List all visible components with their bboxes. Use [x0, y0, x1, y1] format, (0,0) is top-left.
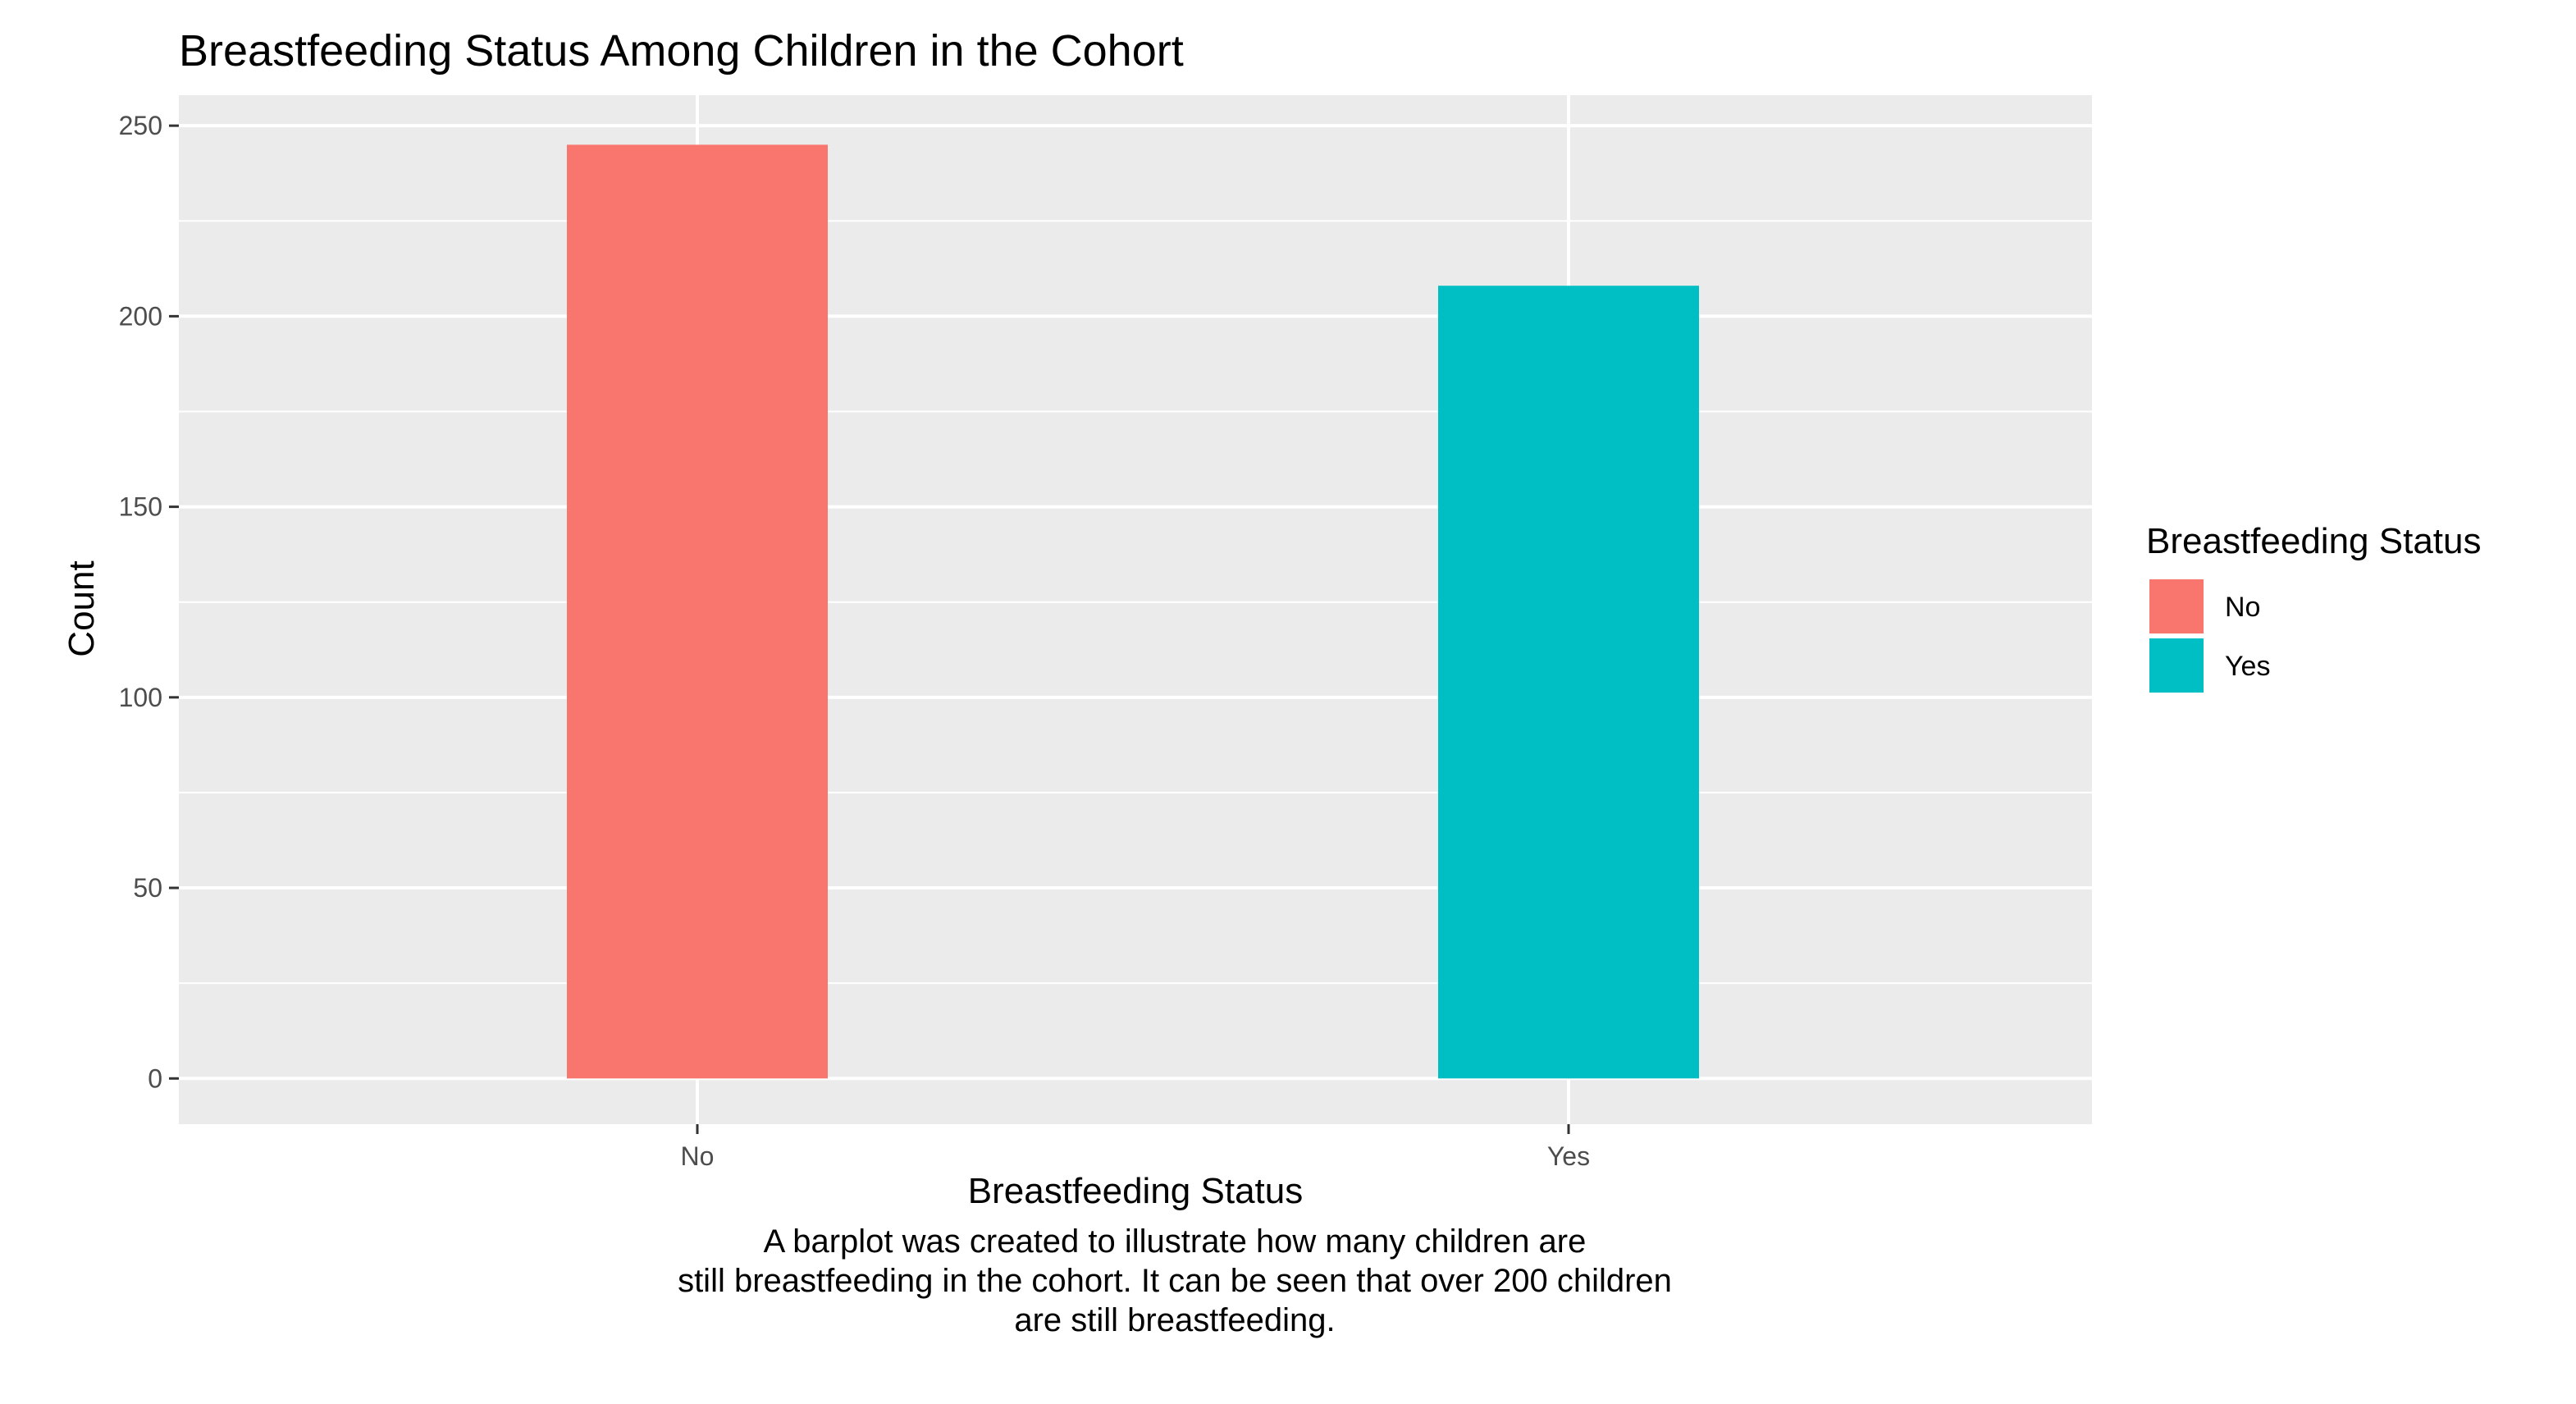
legend: Breastfeeding Status No Yes — [2146, 521, 2481, 693]
minor-gridlines — [179, 220, 2092, 985]
chart-title: Breastfeeding Status Among Children in t… — [179, 26, 1184, 75]
x-tick-label: Yes — [1547, 1141, 1590, 1171]
legend-label-yes: Yes — [2225, 651, 2270, 682]
bar-no — [567, 144, 828, 1079]
legend-key-yes — [2149, 638, 2204, 693]
y-tick-label: 150 — [119, 492, 162, 522]
bar-yes — [1438, 286, 1699, 1079]
plot-panel — [179, 95, 2092, 1124]
bars — [567, 144, 1699, 1079]
y-tick-label: 50 — [133, 873, 162, 903]
x-axis-title: Breastfeeding Status — [968, 1171, 1303, 1211]
chart-caption: A barplot was created to illustrate how … — [678, 1223, 1672, 1338]
legend-key-no — [2149, 579, 2204, 633]
y-tick-label: 250 — [119, 111, 162, 140]
x-axis: No Yes — [681, 1124, 1590, 1171]
legend-title: Breastfeeding Status — [2146, 521, 2481, 561]
caption-line-1: A barplot was created to illustrate how … — [764, 1223, 1587, 1260]
caption-line-2: still breastfeeding in the cohort. It ca… — [678, 1263, 1672, 1299]
y-axis: 0 50 100 150 200 250 — [119, 111, 179, 1093]
major-gridlines — [179, 95, 2092, 1124]
y-tick-label: 200 — [119, 301, 162, 331]
y-tick-label: 100 — [119, 683, 162, 712]
y-tick-label: 0 — [148, 1063, 162, 1093]
x-tick-label: No — [681, 1141, 715, 1171]
y-axis-title: Count — [62, 560, 102, 656]
legend-label-no: No — [2225, 592, 2260, 623]
caption-line-3: are still breastfeeding. — [1014, 1302, 1335, 1338]
